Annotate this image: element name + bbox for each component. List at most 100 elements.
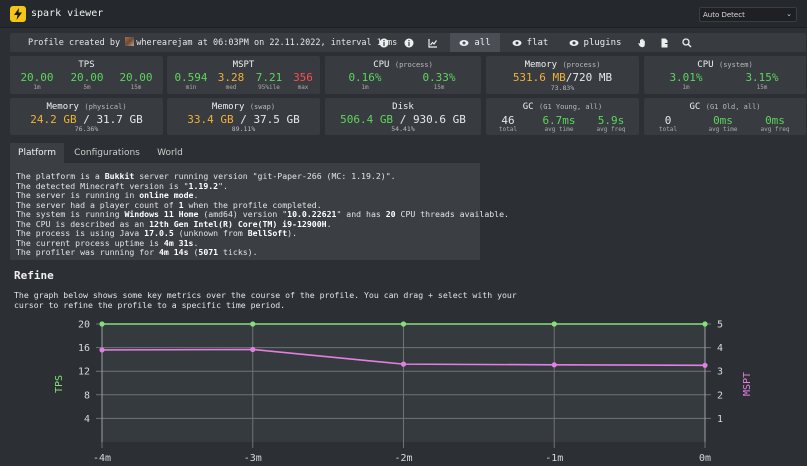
series-point-mspt[interactable] — [702, 362, 708, 368]
platform-line-4: The server had a player count of 1 when … — [16, 199, 322, 210]
platform-line-8: The current process uptime is 4m 31s. — [16, 237, 199, 248]
info-icon — [379, 38, 388, 47]
memory-swap-title: Memory (swap) — [211, 102, 276, 112]
series-point-mspt[interactable] — [250, 346, 256, 353]
platform-panel: The platform is a Bukkit server running … — [10, 163, 509, 260]
gc-old-title: GC (G1 Old, all) — [689, 102, 761, 112]
platform-line-1: The platform is a Bukkit server running … — [16, 171, 396, 181]
cpu-system-1m-value: 3.01% — [669, 71, 703, 84]
view-flat-button[interactable]: flat — [504, 33, 556, 52]
theme-select-value: Auto Detect — [703, 11, 745, 19]
series-point-mspt[interactable] — [400, 361, 407, 367]
gc-young-total-label: total — [498, 126, 518, 133]
cpu-process-card[interactable]: CPU (process) 0.16% 0.33% 1m 15m — [325, 56, 481, 94]
theme-select[interactable]: Auto Detect ⌄ — [699, 7, 797, 22]
hand-button[interactable] — [632, 33, 651, 52]
left-tick-label: 16 — [78, 343, 90, 354]
right-axis-label: MSPT — [742, 372, 753, 396]
avatar — [125, 37, 135, 46]
series-point-mspt[interactable] — [551, 362, 557, 368]
view-all-button[interactable]: all — [450, 33, 500, 52]
spark-logo-icon[interactable] — [10, 6, 26, 22]
tab-world[interactable]: World — [157, 148, 183, 158]
gc-old-avg-freq-value: 0ms — [765, 114, 785, 127]
memory-process-card[interactable]: Memory (process) 531.6 MB/720 MB 73.83% — [486, 56, 639, 94]
gc-young-card[interactable]: GC (G1 Young, all) 46 6.7ms 5.9s total a… — [486, 98, 639, 135]
memory-process-title: Memory (process) — [524, 60, 601, 70]
tab-configurations[interactable]: Configurations — [74, 148, 140, 158]
gc-old-avg-time-value: 0ms — [713, 114, 733, 127]
left-axis-label: TPS — [54, 375, 65, 393]
file-export-icon — [661, 38, 670, 47]
eye-icon — [512, 39, 522, 46]
left-tick-label: 12 — [78, 367, 90, 378]
gc-old-avg-freq-label: avg freq — [760, 126, 790, 133]
cpu-process-1m-value: 0.16% — [348, 71, 382, 84]
info-alt-button[interactable] — [399, 33, 418, 52]
chevron-down-icon: ⌄ — [786, 10, 792, 18]
mspt-min-label: min — [185, 84, 197, 91]
series-point-tps[interactable] — [400, 321, 407, 327]
cpu-process-1m-label: 1m — [361, 84, 369, 91]
right-tick-label: 2 — [717, 390, 723, 401]
x-tick-label: -1m — [545, 453, 563, 464]
mspt-card[interactable]: MSPT 0.594 3.28 7.21 356 min med 95%ile … — [167, 56, 320, 94]
gc-old-total-label: total — [658, 126, 678, 133]
memory-physical-card[interactable]: Memory (physical) 24.2 GB / 31.7 GB 76.3… — [10, 98, 163, 135]
mspt-title: MSPT — [232, 60, 255, 70]
search-icon — [681, 37, 691, 47]
left-tick-label: 4 — [84, 414, 90, 425]
mspt-95-value: 7.21 — [255, 71, 283, 84]
series-point-mspt[interactable] — [99, 347, 105, 353]
x-tick-label: -3m — [244, 453, 262, 464]
search-button[interactable] — [677, 33, 696, 52]
gc-old-card[interactable]: GC (G1 Old, all) 0 0ms 0ms total avg tim… — [644, 98, 806, 135]
series-point-tps[interactable] — [99, 321, 105, 327]
view-flat-label: flat — [526, 37, 549, 48]
eye-icon — [459, 39, 469, 46]
app-title: spark viewer — [31, 8, 104, 19]
disk-card[interactable]: Disk 506.4 GB / 930.6 GB 54.41% — [325, 98, 481, 135]
cpu-system-1m-label: 1m — [682, 84, 690, 91]
memory-process-percent: 73.83% — [550, 84, 575, 92]
right-tick-label: 3 — [717, 367, 723, 378]
cpu-process-15m-label: 15m — [433, 84, 445, 91]
gc-young-total-value: 46 — [501, 114, 515, 127]
graph-button[interactable] — [423, 33, 442, 52]
cpu-process-title: CPU (process) — [373, 60, 433, 70]
memory-swap-card[interactable]: Memory (swap) 33.4 GB / 37.5 GB 89.11% — [167, 98, 320, 135]
disk-title: Disk — [392, 102, 414, 112]
mspt-max-value: 356 — [293, 71, 313, 84]
view-plugins-button[interactable]: plugins — [562, 33, 628, 52]
profile-suffix: at 06:03PM on 22.11.2022, interval 10ms — [197, 38, 398, 48]
platform-line-5: The system is running Windows 11 Home (a… — [16, 209, 509, 219]
memory-physical-percent: 76.36% — [74, 125, 99, 133]
x-tick-label: -2m — [394, 453, 412, 464]
info-circle-icon — [404, 38, 413, 47]
export-button[interactable] — [655, 33, 674, 52]
memory-swap-percent: 89.11% — [231, 125, 256, 133]
platform-line-3: The server is running in online mode. — [16, 190, 199, 200]
refine-description: The graph below shows some key metrics o… — [14, 290, 517, 310]
tab-platform[interactable]: Platform — [10, 143, 64, 163]
info-button[interactable] — [374, 33, 393, 52]
profile-info: Profile created by wherearejam at 06:03P… — [28, 37, 397, 48]
series-point-tps[interactable] — [702, 321, 708, 327]
gc-young-title: GC (G1 Young, all) — [522, 102, 603, 112]
tps-card[interactable]: TPS 20.00 20.00 20.00 1m 5m 15m — [10, 56, 163, 94]
cpu-system-card[interactable]: CPU (system) 3.01% 3.15% 1m 15m — [644, 56, 806, 94]
platform-line-9: The profiler was running for 4m 14s (507… — [16, 247, 258, 257]
x-tick-label: 0m — [699, 453, 711, 464]
memory-physical-title: Memory (physical) — [46, 102, 127, 112]
profile-user: wherearejam — [136, 38, 193, 48]
right-tick-label: 1 — [717, 414, 723, 425]
refine-desc-line-1: The graph below shows some key metrics o… — [14, 290, 517, 300]
x-tick-label: -4m — [93, 453, 111, 464]
refine-title: Refine — [14, 269, 54, 282]
series-point-tps[interactable] — [551, 321, 557, 327]
series-point-tps[interactable] — [250, 321, 256, 327]
info-tabs: Platform Configurations World — [10, 143, 480, 163]
platform-line-2: The detected Minecraft version is "1.19.… — [16, 180, 228, 191]
gc-old-total-value: 0 — [664, 114, 672, 127]
